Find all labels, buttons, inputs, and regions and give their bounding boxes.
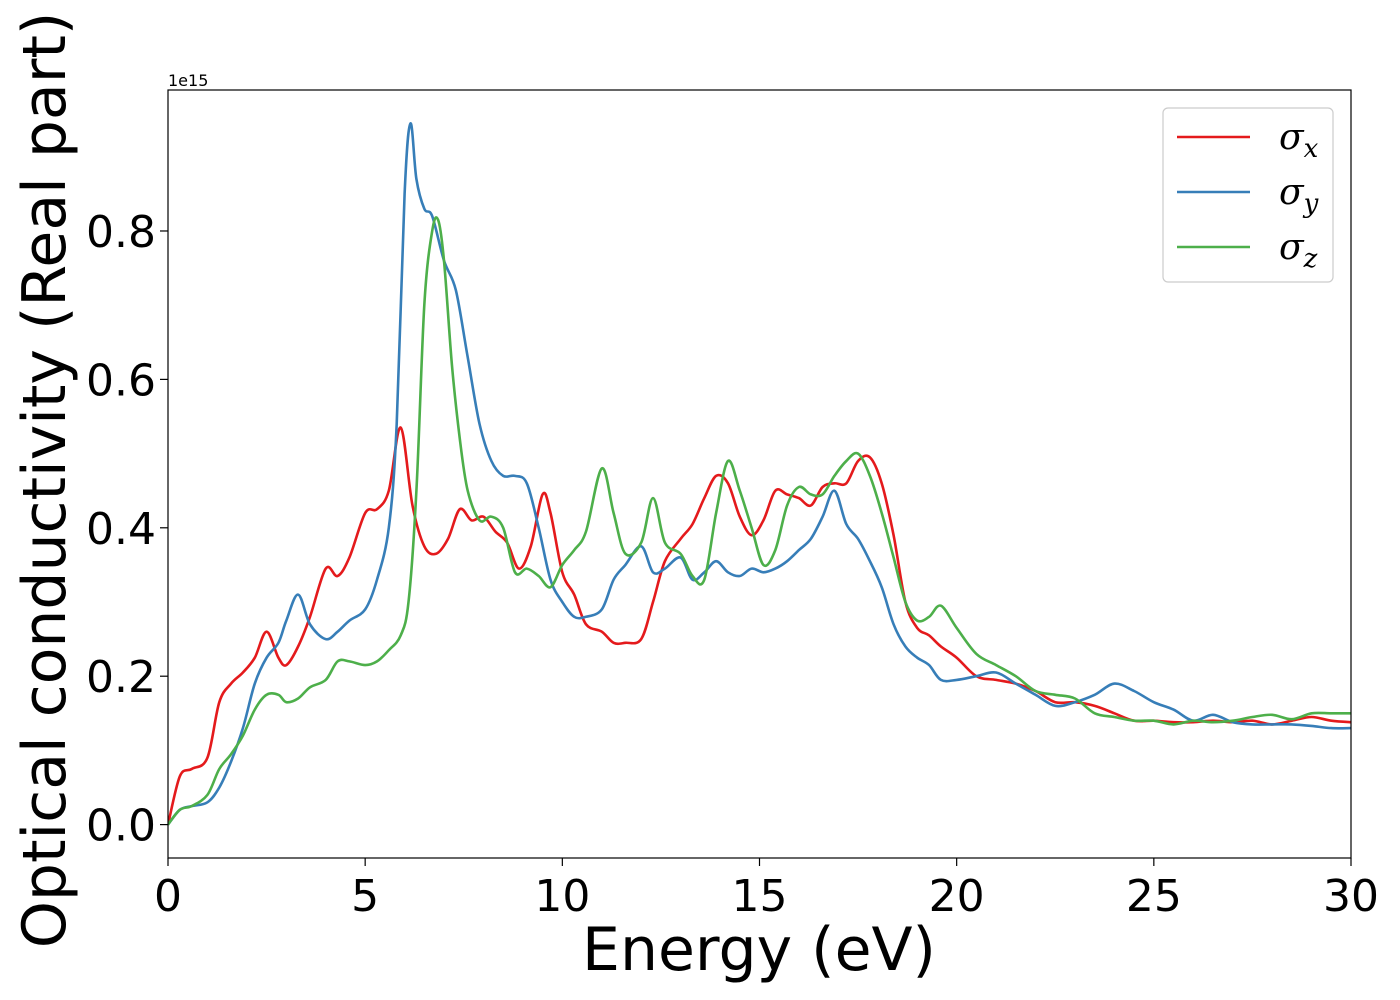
x-axis: 0 5 10 15 20 25 30 [154, 858, 1379, 922]
y-tick-label: 0.0 [86, 801, 156, 852]
y-axis: 0.0 0.2 0.4 0.6 0.8 [86, 207, 168, 852]
legend-label-y: σy [1279, 172, 1319, 219]
x-tick-label: 0 [154, 871, 182, 922]
legend: σx σy σz [1162, 107, 1334, 283]
x-axis-label: Energy (eV) [582, 915, 936, 985]
x-tick-label: 30 [1323, 871, 1379, 922]
series-line-z [168, 216, 1351, 826]
x-tick-label: 5 [351, 871, 379, 922]
series-line-y [168, 122, 1351, 826]
legend-label-z: σz [1279, 227, 1318, 274]
legend-label-x: σx [1279, 117, 1319, 164]
y-tick-label: 0.6 [86, 355, 156, 406]
x-tick-label: 25 [1126, 871, 1182, 922]
y-axis-label: Optical conductivity (Real part) [10, 12, 80, 949]
x-tick-label: 20 [929, 871, 985, 922]
y-tick-label: 0.2 [86, 652, 156, 703]
series-line-x [168, 426, 1351, 825]
x-tick-label: 15 [732, 871, 788, 922]
y-tick-label: 0.4 [86, 504, 156, 555]
plot-area [168, 122, 1351, 826]
y-offset-label: 1e15 [168, 71, 208, 90]
y-tick-label: 0.8 [86, 207, 156, 258]
x-tick-label: 10 [534, 871, 590, 922]
plot-frame [167, 89, 1352, 859]
legend-frame [1162, 107, 1334, 283]
